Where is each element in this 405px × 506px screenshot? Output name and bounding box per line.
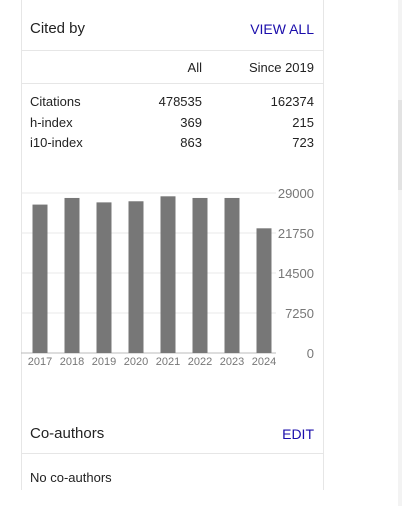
scrollbar-thumb[interactable]: [398, 100, 402, 190]
chart-bar-2023[interactable]: [224, 197, 240, 353]
row-since-value: 723: [292, 135, 314, 150]
chart-bar-2022[interactable]: [192, 197, 208, 353]
citations-bar-chart: 29000 21750 14500 7250 0 2017 2018 2019 2020 2021…: [21, 186, 314, 368]
chart-x-tick-label: 2021: [156, 356, 180, 368]
chart-bar-2018[interactable]: [64, 197, 80, 353]
chart-y-tick-label: 14500: [278, 266, 314, 281]
chart-x-tick-label: 2023: [220, 356, 244, 368]
chart-x-tick-label: 2022: [188, 356, 212, 368]
row-label: h-index: [30, 115, 73, 130]
chart-y-tick-label: 29000: [278, 186, 314, 201]
chart-bar-2017[interactable]: [32, 204, 48, 353]
scrollbar[interactable]: [398, 0, 402, 506]
chart-x-tick-label: 2020: [124, 356, 148, 368]
table-header-divider: [21, 83, 323, 84]
chart-y-tick-label: 0: [307, 346, 314, 361]
header-divider: [21, 50, 323, 51]
co-authors-divider: [21, 453, 323, 454]
panel-right-border: [323, 0, 324, 490]
chart-bar-2021[interactable]: [160, 196, 176, 353]
row-since-value: 162374: [270, 94, 314, 109]
no-co-authors-text: No co-authors: [30, 470, 112, 485]
table-row-citations: Citations 478535 162374: [21, 94, 323, 114]
co-authors-title: Co-authors: [30, 425, 105, 442]
row-all-value: 478535: [158, 94, 202, 109]
chart-bar-2020[interactable]: [128, 201, 144, 353]
row-since-value: 215: [292, 115, 314, 130]
panel-left-border: [21, 0, 22, 490]
cited-by-panel: Cited by VIEW ALL All Since 2019 Citatio…: [21, 0, 323, 506]
chart-x-tick-label: 2018: [60, 356, 84, 368]
row-all-value: 863: [180, 135, 202, 150]
row-all-value: 369: [180, 115, 202, 130]
edit-co-authors-link[interactable]: EDIT: [282, 426, 314, 442]
chart-x-tick-label: 2017: [28, 356, 52, 368]
cited-by-title: Cited by: [30, 20, 86, 37]
chart-y-tick-label: 21750: [278, 226, 314, 241]
column-header-all: All: [187, 60, 202, 75]
column-header-since: Since 2019: [248, 60, 314, 75]
chart-bar-2019[interactable]: [96, 202, 112, 353]
chart-bar-2024[interactable]: [256, 228, 272, 353]
table-row-i10-index: i10-index 863 723: [21, 135, 323, 155]
chart-x-tick-label: 2024: [252, 356, 276, 368]
chart-x-tick-label: 2019: [92, 356, 116, 368]
row-label: Citations: [30, 94, 81, 109]
view-all-link[interactable]: VIEW ALL: [250, 21, 314, 37]
row-label: i10-index: [30, 135, 83, 150]
table-row-h-index: h-index 369 215: [21, 115, 323, 135]
chart-y-tick-label: 7250: [285, 306, 314, 321]
